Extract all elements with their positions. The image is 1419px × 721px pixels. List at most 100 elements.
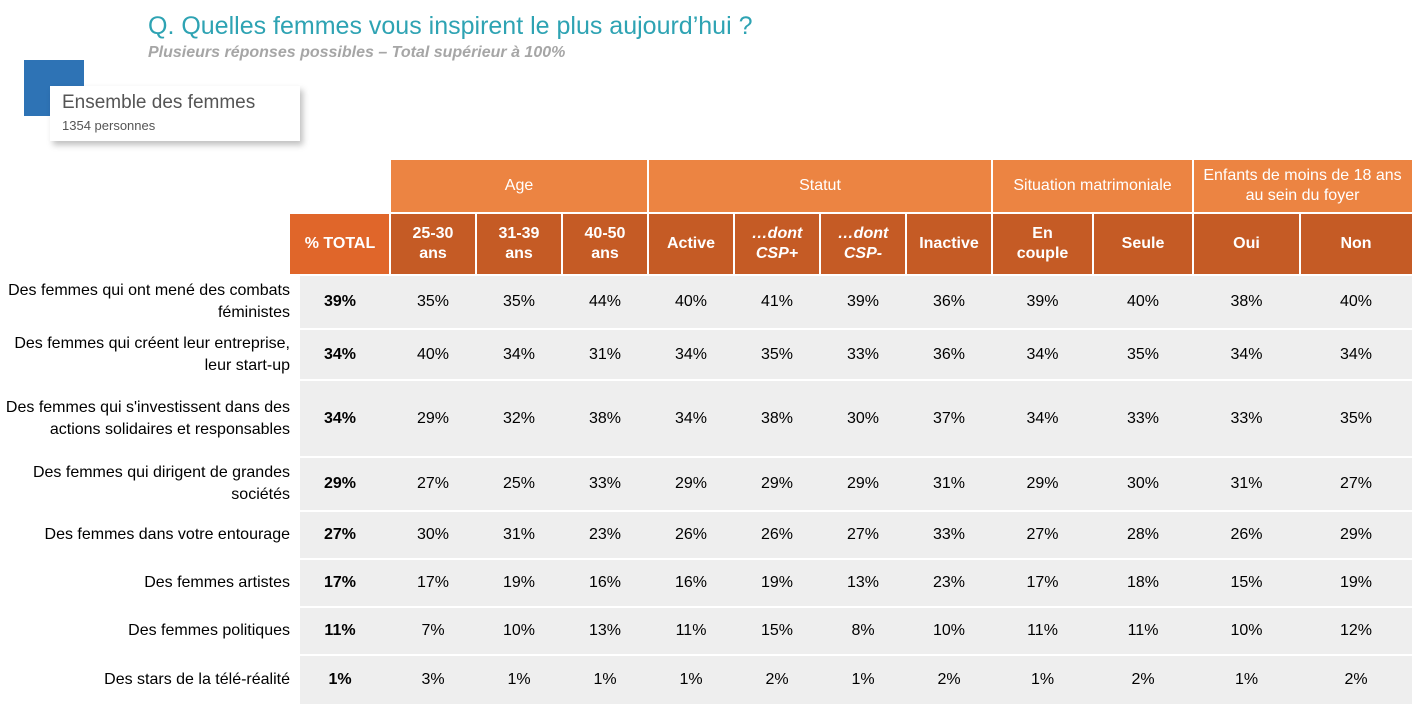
- value-cell: 7%: [421, 622, 445, 639]
- value-cell: 38%: [1230, 293, 1263, 310]
- value-cell: 33%: [1230, 409, 1263, 427]
- header-divider: [1192, 160, 1194, 274]
- column-header: 40-50 ans: [562, 214, 648, 274]
- row-label: Des femmes artistes: [144, 574, 290, 592]
- table-row: [300, 656, 1412, 704]
- value-cell: 35%: [1126, 345, 1160, 363]
- value-cell: 12%: [1339, 622, 1373, 639]
- value-cell: 1%: [593, 671, 617, 688]
- value-cell: 29%: [674, 475, 708, 492]
- value-cell: 26%: [760, 526, 794, 543]
- value-cell: 39%: [1026, 293, 1059, 310]
- table-row: [300, 381, 1412, 456]
- value-cell: 37%: [932, 409, 966, 427]
- table-row: [300, 330, 1412, 379]
- value-cell: 1%: [507, 671, 531, 688]
- value-cell: 31%: [502, 526, 536, 543]
- total-value-cell: 34%: [323, 409, 357, 427]
- row-label: Des stars de la télé-réalité: [104, 671, 290, 689]
- value-cell: 19%: [760, 574, 794, 591]
- total-column-header: % TOTAL: [290, 214, 390, 274]
- group-header: Situation matrimoniale: [992, 160, 1193, 212]
- header-divider: [991, 160, 993, 274]
- value-cell: 40%: [1339, 293, 1373, 310]
- value-cell: 1%: [1234, 671, 1259, 688]
- value-cell: 26%: [674, 526, 708, 543]
- value-cell: 10%: [1230, 622, 1263, 639]
- total-value-cell: 17%: [323, 574, 357, 591]
- value-cell: 39%: [846, 293, 880, 310]
- header-divider: [475, 214, 477, 274]
- value-cell: 26%: [1230, 526, 1263, 543]
- respondent-group-count: 1354 personnes: [62, 118, 156, 133]
- value-cell: 35%: [1339, 409, 1373, 427]
- row-label: Des femmes dans votre entourage: [44, 526, 290, 544]
- total-value-cell: 27%: [323, 526, 357, 543]
- value-cell: 25%: [502, 475, 536, 492]
- header-divider: [1092, 214, 1094, 274]
- value-cell: 31%: [1230, 475, 1263, 492]
- value-cell: 1%: [679, 671, 703, 688]
- value-cell: 27%: [1339, 475, 1373, 492]
- value-cell: 30%: [846, 409, 880, 427]
- value-cell: 36%: [932, 293, 966, 310]
- value-cell: 13%: [588, 622, 622, 639]
- column-header: Oui: [1193, 214, 1300, 274]
- value-cell: 1%: [1030, 671, 1055, 688]
- column-header: 31-39 ans: [476, 214, 562, 274]
- value-cell: 28%: [1126, 526, 1160, 543]
- table-row: [300, 458, 1412, 510]
- value-cell: 35%: [760, 345, 794, 363]
- value-cell: 11%: [1127, 622, 1159, 639]
- value-cell: 36%: [932, 345, 966, 363]
- value-cell: 18%: [1126, 574, 1160, 591]
- value-cell: 27%: [1026, 526, 1059, 543]
- group-header: Age: [390, 160, 648, 212]
- value-cell: 23%: [588, 526, 622, 543]
- header-divider: [647, 160, 649, 274]
- value-cell: 11%: [1027, 622, 1058, 639]
- value-cell: 34%: [502, 345, 536, 363]
- value-cell: 30%: [1126, 475, 1160, 492]
- value-cell: 30%: [416, 526, 450, 543]
- header-divider: [733, 214, 735, 274]
- value-cell: 35%: [502, 293, 536, 310]
- value-cell: 29%: [846, 475, 880, 492]
- page-title: Q. Quelles femmes vous inspirent le plus…: [148, 12, 753, 40]
- value-cell: 34%: [1339, 345, 1373, 363]
- value-cell: 11%: [675, 622, 707, 639]
- column-header: En couple: [992, 214, 1093, 274]
- group-header: Enfants de moins de 18 ans au sein du fo…: [1193, 160, 1412, 212]
- header-divider: [561, 214, 563, 274]
- value-cell: 34%: [1026, 409, 1059, 427]
- value-cell: 27%: [416, 475, 450, 492]
- value-cell: 16%: [588, 574, 622, 591]
- column-header: Seule: [1093, 214, 1193, 274]
- table-row: [300, 276, 1412, 328]
- column-header: …dont CSP+: [734, 214, 820, 274]
- column-header: Active: [648, 214, 734, 274]
- value-cell: 10%: [932, 622, 966, 639]
- group-header: Statut: [648, 160, 992, 212]
- value-cell: 17%: [416, 574, 450, 591]
- column-header: 25-30 ans: [390, 214, 476, 274]
- value-cell: 44%: [588, 293, 622, 310]
- table-row: [300, 560, 1412, 606]
- column-header: Non: [1300, 214, 1412, 274]
- value-cell: 40%: [416, 345, 450, 363]
- table-row: [300, 608, 1412, 654]
- value-cell: 31%: [588, 345, 622, 363]
- header-divider: [905, 214, 907, 274]
- total-value-cell: 39%: [323, 293, 357, 310]
- value-cell: 19%: [1339, 574, 1373, 591]
- value-cell: 19%: [502, 574, 536, 591]
- value-cell: 38%: [588, 409, 622, 427]
- value-cell: 34%: [1026, 345, 1059, 363]
- total-value-cell: 34%: [323, 345, 357, 363]
- total-value-cell: 29%: [323, 475, 357, 492]
- value-cell: 13%: [846, 574, 880, 591]
- respondent-group-title: Ensemble des femmes: [62, 92, 256, 113]
- header-divider: [819, 214, 821, 274]
- value-cell: 33%: [1126, 409, 1160, 427]
